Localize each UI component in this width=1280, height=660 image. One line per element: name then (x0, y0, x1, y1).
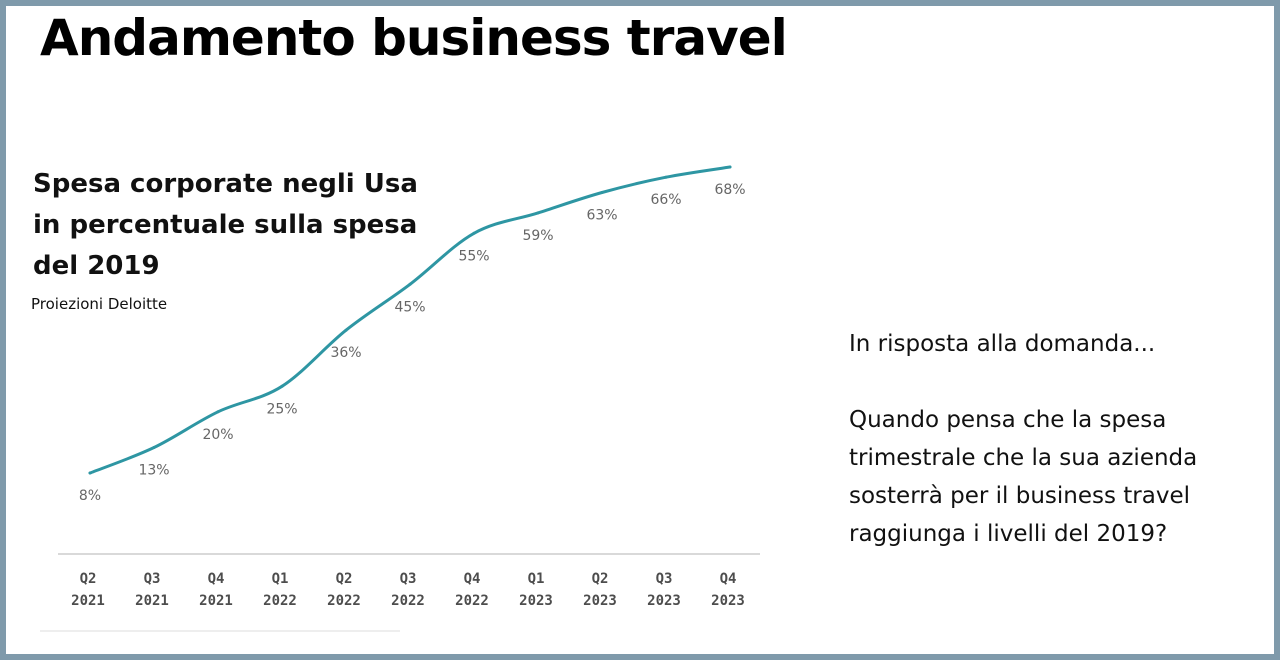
x-tick-label: Q2 2022 (327, 571, 361, 609)
data-label: 25% (266, 401, 297, 417)
prompt-text: In risposta alla domanda... (849, 331, 1156, 357)
data-label: 55% (458, 248, 489, 264)
question-line-2: trimestrale che la sua azienda (849, 445, 1198, 471)
question-panel: In risposta alla domanda... Quando pensa… (849, 325, 1269, 553)
data-point (600, 191, 604, 194)
data-label: 68% (714, 182, 745, 198)
chart-source: Proiezioni Deloitte (31, 295, 168, 313)
data-point (88, 471, 92, 475)
question-line-3: sosterrà per il business travel (849, 483, 1191, 509)
x-tick-label: Q3 2022 (391, 571, 425, 609)
x-tick-label: Q3 2021 (135, 571, 169, 609)
data-label: 63% (586, 208, 617, 224)
chart-title-line-1: Spesa corporate negli Usa (33, 169, 418, 199)
chart-title-line-3: del 2019 (33, 251, 160, 281)
data-point (728, 165, 732, 169)
slide-title: Andamento business travel (40, 9, 788, 67)
x-tick-label: Q4 2023 (711, 571, 745, 609)
data-point (408, 282, 412, 286)
data-label: 36% (330, 345, 361, 361)
data-point (152, 446, 156, 449)
x-tick-label: Q4 2021 (199, 571, 233, 609)
data-point (280, 384, 284, 388)
data-label: 66% (650, 192, 681, 208)
data-point (344, 328, 348, 332)
x-tick-label: Q2 2021 (71, 571, 105, 609)
data-label: 8% (79, 488, 101, 504)
x-tick-label: Q3 2023 (647, 571, 681, 609)
data-label: 13% (138, 463, 169, 479)
series-line (88, 165, 732, 475)
data-label: 20% (202, 427, 233, 443)
x-tick-label: Q1 2023 (519, 571, 553, 609)
data-point (472, 231, 476, 235)
x-tick-label: Q4 2022 (455, 571, 489, 609)
question-line-1: Quando pensa che la spesa (849, 407, 1167, 433)
data-point (664, 175, 668, 179)
data-label: 45% (394, 299, 425, 315)
x-tick-label: Q2 2023 (583, 571, 617, 609)
x-tick-label: Q1 2022 (263, 571, 297, 609)
data-point (216, 410, 220, 414)
chart-title: Spesa corporate negli Usa in percentuale… (33, 164, 433, 287)
data-label: 59% (522, 228, 553, 244)
chart-title-line-2: in percentuale sulla spesa (33, 210, 418, 240)
question-line-4: raggiunga i livelli del 2019? (849, 521, 1168, 547)
data-point (536, 211, 540, 215)
